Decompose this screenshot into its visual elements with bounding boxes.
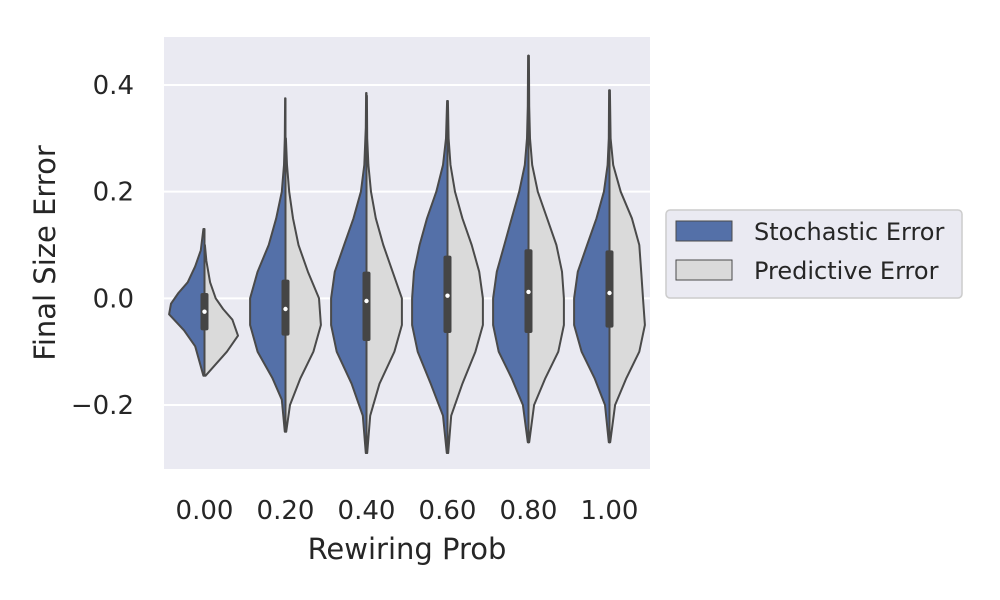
legend-label-stochastic: Stochastic Error: [754, 218, 944, 246]
y-tick-label: 0.0: [93, 284, 134, 314]
y-tick-label: −0.2: [71, 391, 134, 421]
violin-predictive: [203, 244, 239, 377]
violin-predictive: [527, 54, 565, 444]
violin-predictive: [446, 100, 484, 454]
violin-predictive: [284, 137, 322, 433]
violins: [168, 54, 646, 454]
y-tick-label: 0.4: [93, 71, 134, 101]
x-tick-label: 1.00: [581, 496, 639, 526]
median-marker: [283, 306, 288, 312]
y-axis-label: Final Size Error: [28, 145, 62, 361]
grid-lines: [164, 84, 650, 406]
x-tick-labels: 0.00 0.20 0.40 0.60 0.80 1.00: [176, 496, 639, 526]
y-tick-labels: −0.2 0.0 0.2 0.4: [71, 71, 134, 421]
x-tick-label: 0.60: [419, 496, 477, 526]
plot-area: [164, 37, 650, 469]
legend-label-predictive: Predictive Error: [754, 257, 939, 285]
y-tick-label: 0.2: [93, 178, 134, 208]
legend-frame: [665, 209, 963, 299]
x-tick-label: 0.00: [176, 496, 234, 526]
median-marker: [526, 289, 531, 295]
legend-swatch-predictive: [675, 259, 733, 281]
violin-stochastic: [168, 228, 206, 377]
median-marker: [202, 309, 207, 314]
legend-swatch-stochastic: [675, 220, 733, 242]
violin-predictive: [365, 94, 403, 454]
box-iqr: [362, 271, 371, 341]
median-marker: [607, 290, 612, 296]
x-tick-label: 0.40: [338, 496, 396, 526]
violin-predictive: [608, 89, 646, 444]
legend: Stochastic Error Predictive Error: [665, 209, 963, 299]
median-marker: [364, 298, 369, 304]
x-tick-label: 0.80: [500, 496, 558, 526]
violin-stochastic: [249, 97, 287, 433]
x-axis-label: Rewiring Prob: [308, 532, 507, 566]
median-marker: [445, 293, 450, 298]
inner-boxes: [200, 249, 614, 341]
box-iqr: [605, 250, 614, 328]
x-tick-label: 0.20: [257, 496, 315, 526]
